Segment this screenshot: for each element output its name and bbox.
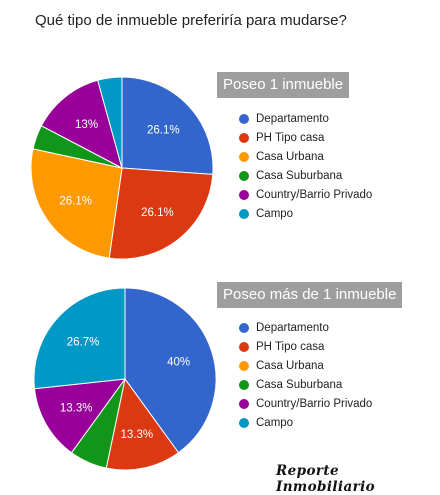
legend-label: Campo	[256, 416, 294, 429]
pie-slice-campo	[33, 287, 126, 390]
legend-label: Casa Suburbana	[256, 169, 343, 182]
chart-2-legend: Departamento PH Tipo casa Casa Urbana Casa …	[239, 318, 372, 432]
legend-item-ph-tipo-casa: PH Tipo casa	[239, 337, 372, 356]
legend-label: PH Tipo casa	[256, 340, 325, 353]
legend-label: Casa Urbana	[256, 150, 324, 163]
legend-item-campo: Campo	[239, 204, 372, 223]
slice-label-country-barrio-privado: 13.3%	[60, 402, 93, 414]
legend-item-departamento: Departamento	[239, 109, 372, 128]
slice-label-campo: 26.7%	[67, 336, 100, 348]
slice-label-casa-urbana: 26.1%	[59, 195, 92, 207]
legend-label: Departamento	[256, 112, 329, 125]
legend-label: Casa Urbana	[256, 359, 324, 372]
legend-label: PH Tipo casa	[256, 131, 325, 144]
legend-item-casa-suburbana: Casa Suburbana	[239, 375, 372, 394]
legend-swatch	[239, 113, 249, 124]
legend-item-casa-urbana: Casa Urbana	[239, 147, 372, 166]
legend-swatch	[239, 398, 249, 409]
pie-slice-ph-tipo-casa	[108, 167, 214, 260]
legend-item-ph-tipo-casa: PH Tipo casa	[239, 128, 372, 147]
brand-watermark: Reporte Inmobiliario	[276, 463, 376, 495]
slice-label-departamento: 26.1%	[147, 125, 180, 137]
legend-label: Country/Barrio Privado	[256, 397, 373, 410]
legend-item-country-barrio-privado: Country/Barrio Privado	[239, 394, 372, 413]
pie-slice-ph-tipo-casa	[105, 377, 180, 471]
legend-item-casa-urbana: Casa Urbana	[239, 356, 372, 375]
legend-swatch	[239, 151, 249, 162]
legend-item-campo: Campo	[239, 413, 372, 432]
legend-swatch	[239, 322, 249, 333]
legend-swatch	[239, 360, 249, 371]
slice-label-ph-tipo-casa: 26.1%	[141, 207, 174, 219]
legend-swatch	[239, 170, 249, 181]
slice-label-country-barrio-privado: 13%	[75, 119, 98, 131]
legend-item-departamento: Departamento	[239, 318, 372, 337]
legend-swatch	[239, 341, 249, 352]
pie-slice-country-barrio-privado	[40, 79, 123, 169]
legend-item-country-barrio-privado: Country/Barrio Privado	[239, 185, 372, 204]
legend-label: Casa Suburbana	[256, 378, 343, 391]
legend-swatch	[239, 132, 249, 143]
slice-label-ph-tipo-casa: 13.3%	[120, 429, 153, 441]
pie-slice-country-barrio-privado	[33, 378, 127, 454]
legend-label: Country/Barrio Privado	[256, 188, 373, 201]
slice-label-departamento: 40%	[167, 357, 190, 369]
legend-swatch	[239, 379, 249, 390]
legend-item-casa-suburbana: Casa Suburbana	[239, 166, 372, 185]
chart-1-title: Poseo 1 inmueble	[217, 72, 350, 98]
pie-slice-casa-urbana	[30, 148, 123, 259]
legend-swatch	[239, 417, 249, 428]
chart-1-legend: Departamento PH Tipo casa Casa Urbana Casa …	[239, 109, 372, 223]
pie-slice-departamento	[124, 287, 217, 454]
legend-swatch	[239, 189, 249, 200]
pie-slice-campo	[97, 76, 123, 169]
legend-label: Campo	[256, 207, 294, 220]
page-title: Qué tipo de inmueble preferiría para mud…	[35, 12, 347, 29]
pie-slice-departamento	[121, 76, 214, 175]
legend-label: Departamento	[256, 321, 329, 334]
chart-2-title: Poseo más de 1 inmueble	[217, 282, 403, 308]
legend-swatch	[239, 208, 249, 219]
